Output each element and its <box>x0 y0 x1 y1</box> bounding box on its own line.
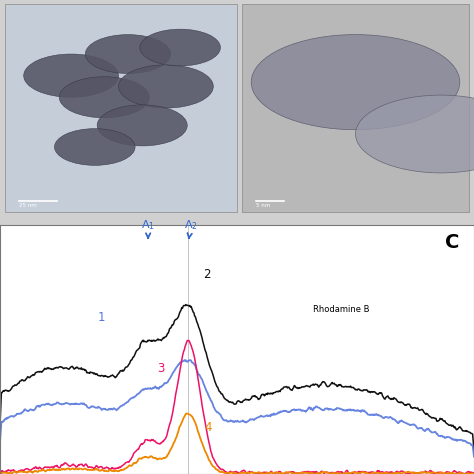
Text: 4: 4 <box>204 421 212 434</box>
Text: 2: 2 <box>203 268 210 281</box>
Circle shape <box>85 35 171 73</box>
Text: 25 nm: 25 nm <box>19 203 36 209</box>
Circle shape <box>24 54 119 97</box>
Text: A$_1$: A$_1$ <box>141 219 155 238</box>
Circle shape <box>356 95 474 173</box>
Circle shape <box>55 128 135 165</box>
Circle shape <box>59 77 149 118</box>
Circle shape <box>118 65 213 108</box>
Bar <box>242 4 469 212</box>
Text: 3: 3 <box>157 362 164 375</box>
Bar <box>5 4 237 212</box>
Circle shape <box>140 29 220 66</box>
Text: Rhodamine B: Rhodamine B <box>313 305 370 314</box>
Text: 5 nm: 5 nm <box>256 203 270 209</box>
Text: A$_2$: A$_2$ <box>184 219 198 238</box>
Text: C: C <box>446 233 460 252</box>
Circle shape <box>251 35 460 130</box>
Text: 1: 1 <box>98 310 105 324</box>
Circle shape <box>97 105 187 146</box>
